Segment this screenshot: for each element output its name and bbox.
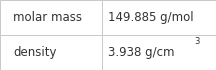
Text: 3: 3: [194, 38, 199, 46]
Text: molar mass: molar mass: [13, 11, 82, 24]
Text: density: density: [13, 46, 56, 59]
Text: 3.938 g/cm: 3.938 g/cm: [108, 46, 175, 59]
Text: 149.885 g/mol: 149.885 g/mol: [108, 11, 194, 24]
